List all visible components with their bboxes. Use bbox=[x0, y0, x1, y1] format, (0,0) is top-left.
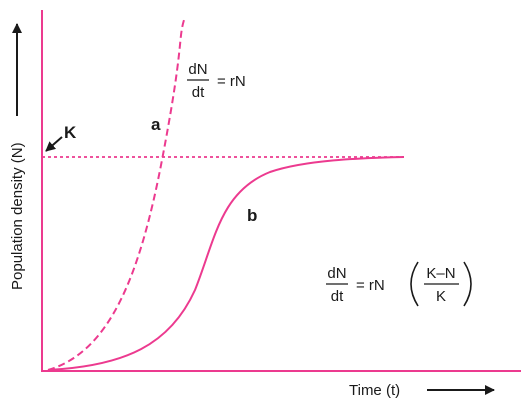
equation-b: dN dt = rN K–N K bbox=[326, 261, 472, 307]
curve-a-label: a bbox=[151, 115, 161, 134]
equation-b-left-paren bbox=[410, 261, 419, 307]
curve-b-logistic bbox=[47, 156, 405, 371]
equation-b-factor-numerator: K–N bbox=[426, 265, 455, 282]
equation-b-numerator: dN bbox=[327, 265, 346, 282]
x-axis-label: Time (t) bbox=[349, 382, 400, 399]
equation-a-numerator: dN bbox=[188, 61, 207, 78]
equation-a: dN dt = rN bbox=[187, 61, 246, 101]
equation-b-right-paren bbox=[463, 261, 472, 307]
equation-a-denominator: dt bbox=[192, 84, 205, 101]
y-axis-label: Population density (N) bbox=[9, 142, 26, 290]
equation-b-rhs-prefix: = rN bbox=[356, 277, 385, 294]
equation-b-denominator: dt bbox=[331, 288, 344, 305]
k-arrow bbox=[45, 136, 63, 152]
curve-a-exponential bbox=[47, 19, 185, 371]
equation-a-rhs: = rN bbox=[217, 73, 246, 90]
equation-b-factor-denominator: K bbox=[436, 288, 446, 305]
curve-b-label: b bbox=[247, 206, 257, 225]
k-label: K bbox=[64, 123, 77, 142]
